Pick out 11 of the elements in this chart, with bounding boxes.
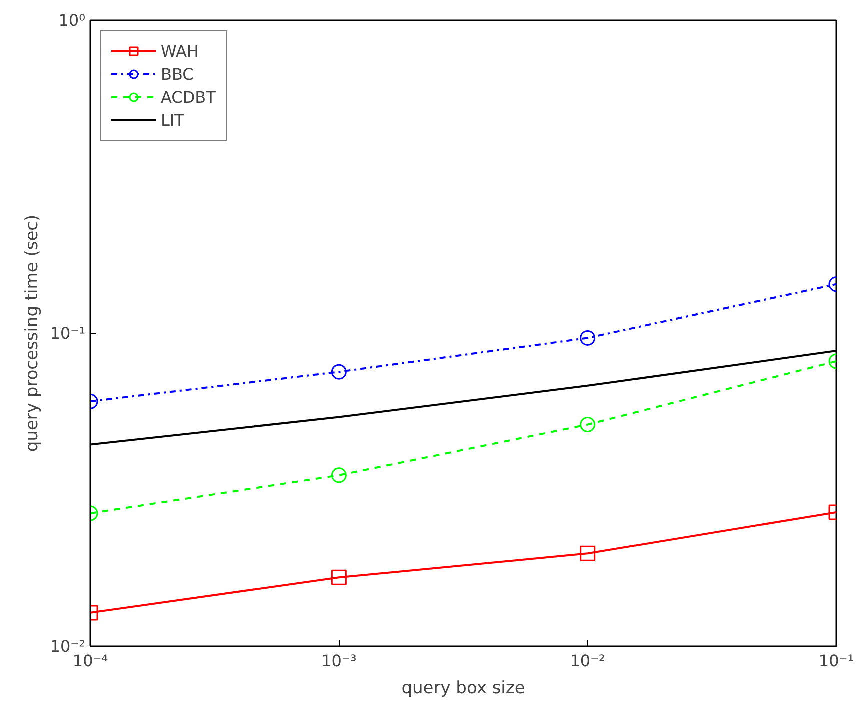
y-tick-label: 10⁻¹ [50, 324, 86, 343]
legend-label: WAH [161, 42, 199, 60]
y-tick-label: 10⁰ [58, 11, 86, 30]
x-tick-label: 10⁻³ [322, 652, 357, 670]
y-axis-title: query processing time (sec) [22, 214, 42, 452]
legend-label: ACDBT [161, 88, 216, 106]
legend-label: BBC [161, 64, 194, 84]
legend-label: LIT [161, 110, 184, 130]
x-tick-label: 10⁻² [570, 652, 606, 670]
x-axis-title: query box size [402, 678, 526, 698]
x-tick-label: 10⁻¹ [818, 652, 854, 670]
